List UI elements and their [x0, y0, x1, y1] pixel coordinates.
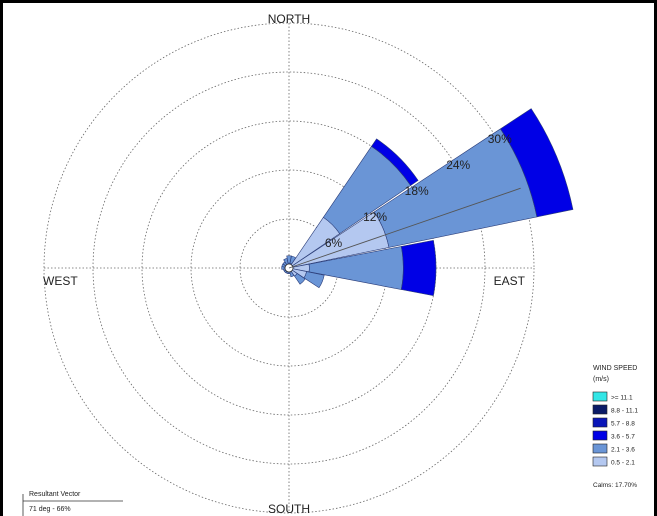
- resultant-title: Resultant Vector: [29, 491, 81, 498]
- ring-label-3: 18%: [405, 184, 429, 198]
- legend-label-2: 5.7 - 8.8: [611, 421, 635, 428]
- legend-items: >= 11.1 8.8 - 11.1 5.7 - 8.8 3.6 - 5.7 2.1 -…: [592, 391, 638, 467]
- legend-title: WIND SPEED: [593, 365, 637, 372]
- legend-label-0: >= 11.1: [611, 395, 633, 402]
- sector-1-bin-2: [371, 138, 419, 186]
- ring-label-4: 24%: [446, 158, 470, 172]
- windrose-chart: 6% 12% 18% 24% 30% NORTH EAST SOUTH WEST WIN…: [22, 12, 638, 516]
- legend-calms: Calms: 17.70%: [593, 482, 637, 489]
- ring-label-group: 6% 12% 18% 24% 30%: [325, 132, 512, 250]
- sector-15-bin-1: [286, 255, 292, 264]
- resultant-vector-group: [288, 187, 521, 269]
- resultant-value: 71 deg - 66%: [29, 506, 71, 513]
- legend-swatch-5: [592, 456, 608, 467]
- legend-swatch-0: [592, 391, 608, 402]
- legend-label-5: 0.5 - 2.1: [611, 460, 635, 467]
- sector-5-bin-1: [294, 273, 306, 285]
- legend-swatch-4: [592, 443, 608, 454]
- direction-label-south: SOUTH: [268, 502, 310, 516]
- legend-swatch-1: [592, 404, 608, 415]
- legend-unit: (m/s): [593, 376, 609, 383]
- sector-2-bin-2: [500, 108, 574, 218]
- direction-label-north: NORTH: [268, 12, 310, 26]
- resultant-vector-box: Resultant Vector 71 deg - 66%: [22, 491, 123, 516]
- legend-swatch-3: [592, 430, 608, 441]
- direction-label-west: WEST: [43, 274, 78, 288]
- legend-label-3: 3.6 - 5.7: [611, 434, 635, 441]
- resultant-vector-line: [288, 187, 521, 269]
- ring-label-5: 30%: [488, 132, 512, 146]
- sector-4-bin-1: [303, 271, 325, 289]
- legend-label-4: 2.1 - 3.6: [611, 447, 635, 454]
- direction-label-east: EAST: [494, 274, 526, 288]
- wind-speed-legend: WIND SPEED (m/s) >= 11.1 8.8 - 11.1 5.7 - …: [592, 365, 638, 489]
- sector-group: [281, 108, 574, 297]
- ring-label-2: 12%: [363, 210, 387, 224]
- ring-label-1: 6%: [325, 236, 343, 250]
- legend-swatch-2: [592, 417, 608, 428]
- grid-ring-5: [43, 22, 535, 514]
- sector-3-bin-2: [400, 239, 437, 297]
- legend-label-1: 8.8 - 11.1: [611, 408, 638, 415]
